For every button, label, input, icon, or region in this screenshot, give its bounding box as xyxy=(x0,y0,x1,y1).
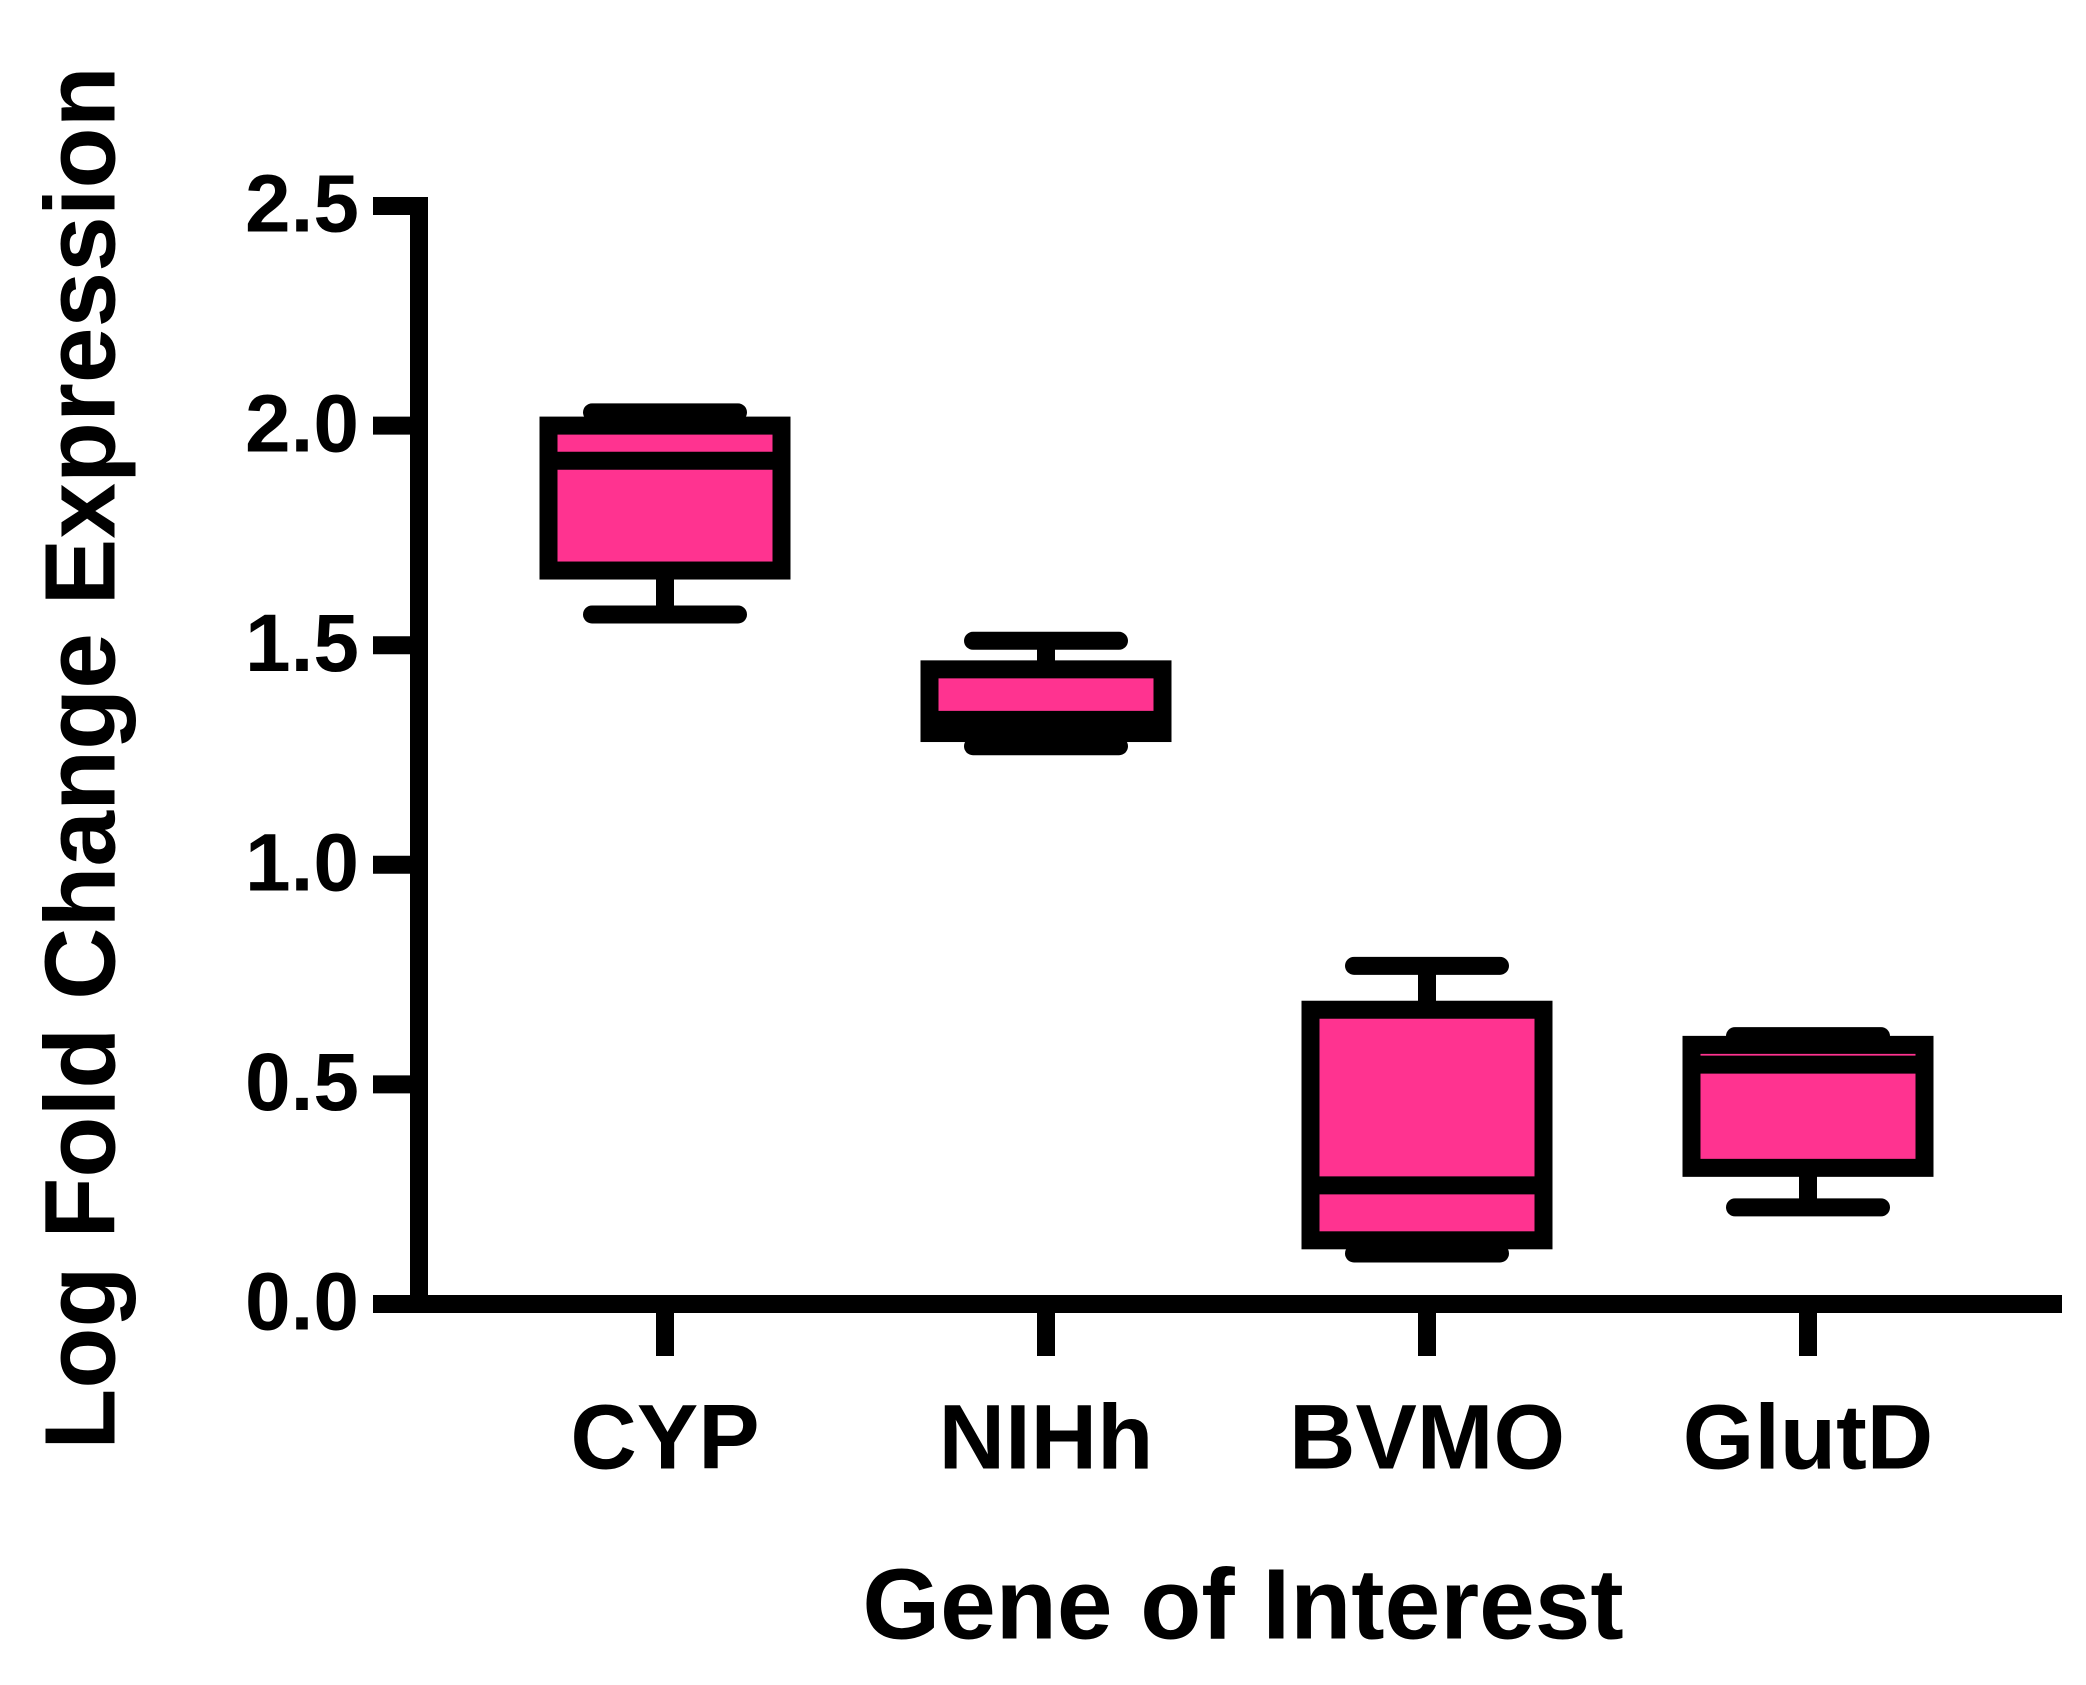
y-tick-label: 1.0 xyxy=(245,817,359,908)
y-tick-label: 2.5 xyxy=(245,159,359,250)
y-tick-label: 2.0 xyxy=(245,378,359,469)
y-tick-label: 0.0 xyxy=(245,1257,359,1348)
box xyxy=(1301,1000,1553,1250)
y-axis-title: Log Fold Change Expression xyxy=(24,66,136,1449)
x-tick-label: BVMO xyxy=(1289,1386,1565,1488)
box xyxy=(539,416,791,580)
x-tick-label: CYP xyxy=(570,1386,759,1488)
y-tick-label: 0.5 xyxy=(245,1037,359,1128)
x-tick-label: NIHh xyxy=(939,1386,1154,1488)
x-tick-label: GlutD xyxy=(1683,1386,1933,1488)
y-tick-label: 1.5 xyxy=(245,598,359,689)
x-axis-title: Gene of Interest xyxy=(862,1548,1623,1660)
